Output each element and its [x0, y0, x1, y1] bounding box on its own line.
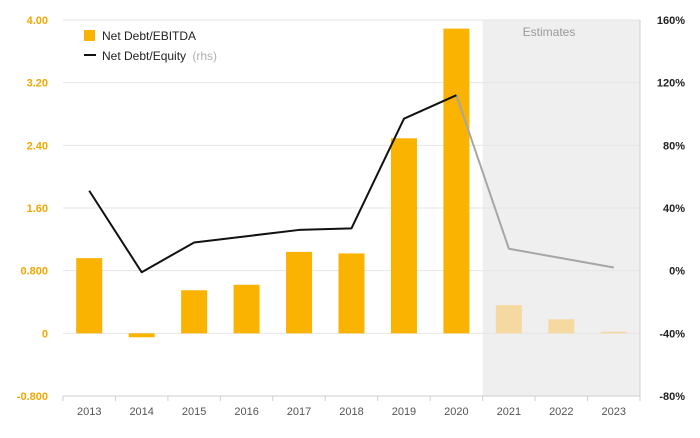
left-axis-tick-label: 0: [42, 328, 48, 340]
right-axis-tick-label: 80%: [663, 140, 685, 152]
bar-2014: [128, 333, 155, 338]
x-tick-label: 2017: [287, 406, 311, 418]
left-axis-tick-label: 1.60: [27, 203, 48, 215]
bar-2015: [181, 290, 208, 334]
x-tick-label: 2013: [77, 406, 101, 418]
right-axis-tick-label: -40%: [659, 328, 685, 340]
line-net-debt-equity: [88, 94, 457, 274]
x-tick-label: 2020: [444, 406, 468, 418]
x-tick-label: 2019: [392, 406, 416, 418]
bar-2021: [495, 305, 522, 334]
legend: Net Debt/EBITDA Net Debt/Equity (rhs): [84, 29, 217, 63]
bar-2017: [286, 251, 313, 334]
bar-2016: [233, 284, 260, 334]
legend-label-net-debt-equity-name: Net Debt/Equity: [102, 49, 186, 63]
bar-2023: [600, 331, 627, 334]
estimates-label: Estimates: [523, 25, 576, 39]
line-net-debt-equity-estimate: [455, 94, 614, 269]
x-tick-label: 2014: [129, 406, 153, 418]
right-axis-tick-label: 0%: [669, 266, 685, 278]
right-axis-tick-label: 40%: [663, 203, 685, 215]
bar-2022: [548, 319, 575, 334]
legend-label-net-debt-equity: Net Debt/Equity (rhs): [102, 49, 217, 63]
left-axis-tick-label: 2.40: [27, 140, 48, 152]
bar-2019: [390, 138, 417, 334]
x-tick-label: 2022: [549, 406, 573, 418]
x-tick-label: 2021: [497, 406, 521, 418]
axis-layer: 2013 2014 2015 2016 2017 2018 2019 2020 2021 2022…: [17, 15, 685, 418]
bar-2013: [76, 258, 103, 334]
right-axis-tick-label: 160%: [657, 15, 685, 27]
x-tick-label: 2015: [182, 406, 206, 418]
legend-label-net-debt-ebitda: Net Debt/EBITDA: [102, 29, 196, 43]
left-axis-tick-label: 3.20: [27, 78, 48, 90]
left-axis-tick-label: 0.800: [20, 266, 48, 278]
left-axis-tick-label: 4.00: [27, 15, 48, 27]
bar-layer: [76, 28, 627, 338]
x-tick-label: 2016: [234, 406, 258, 418]
x-tick-label: 2023: [602, 406, 626, 418]
legend-label-rhs-note: (rhs): [192, 49, 217, 63]
right-axis-tick-label: -80%: [659, 391, 685, 403]
line-layer: [88, 94, 614, 274]
bar-2020: [443, 28, 470, 334]
x-tick-label: 2018: [339, 406, 363, 418]
legend-swatch-net-debt-ebitda: [84, 30, 95, 41]
right-axis-tick-label: 120%: [657, 78, 685, 90]
bar-2018: [338, 253, 365, 334]
left-axis-tick-label: -0.800: [17, 391, 48, 403]
